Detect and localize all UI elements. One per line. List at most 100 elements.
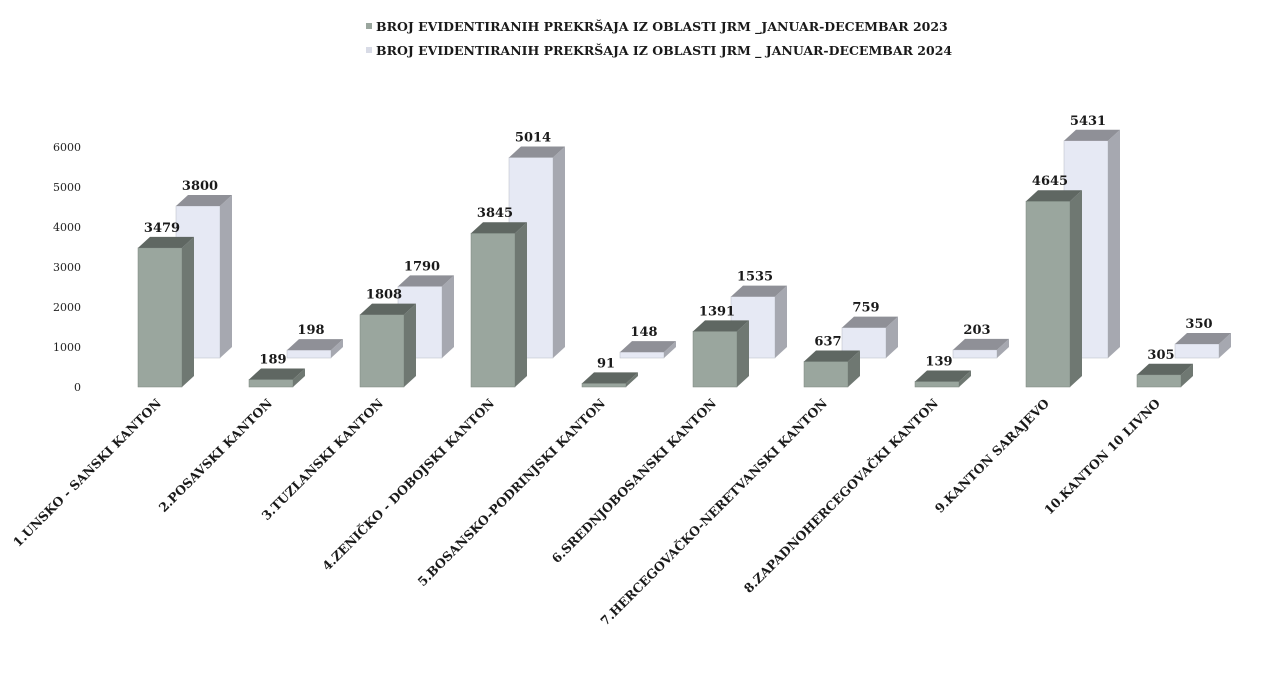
bar-2024-7-value-label: 759 (852, 301, 879, 316)
bar-2023-2 (248, 368, 305, 388)
y-tick-label: 0 (74, 381, 81, 394)
bar-2024-3-top (398, 275, 454, 287)
bar-2024-8-top (953, 338, 1009, 350)
bar-2023-9-top (1026, 190, 1082, 202)
y-tick-label: 2000 (53, 301, 81, 314)
bar-2024-4-value-label: 5014 (515, 130, 551, 145)
bar-2023-9-front (1025, 200, 1071, 388)
bar-2023-9-value-label: 4645 (1032, 174, 1068, 189)
bar-2023-9 (1025, 190, 1082, 388)
bar-2024-6-side (775, 285, 787, 358)
bar-2024-8-side (997, 338, 1009, 358)
bar-2023-5-value-label: 91 (597, 356, 615, 371)
bar-2023-1-side (182, 236, 194, 387)
bar-2024-8-value-label: 203 (963, 323, 990, 338)
bar-2023-4 (470, 222, 527, 388)
bar-2024-8-front (952, 349, 998, 359)
bar-2024-2-front (286, 349, 332, 359)
bar-2023-10-side (1181, 363, 1193, 387)
bar-2023-6-top (693, 320, 749, 332)
bar-2023-5-front (581, 383, 627, 388)
legend-label-2023: BROJ EVIDENTIRANIH PREKRŠAJA IZ OBLASTI … (376, 18, 948, 34)
y-tick-label: 4000 (53, 221, 81, 234)
bar-2023-8 (914, 370, 971, 388)
bar-2024-5-top (620, 341, 676, 353)
bar-2023-8-side (959, 370, 971, 387)
bar-2024-9-side (1108, 129, 1120, 358)
bar-2023-7-top (804, 350, 860, 362)
legend-item-2023: BROJ EVIDENTIRANIH PREKRŠAJA IZ OBLASTI … (366, 14, 952, 38)
bar-2023-8-front (914, 381, 960, 388)
bar-2023-10 (1136, 363, 1193, 388)
bar-2023-8-value-label: 139 (925, 354, 952, 369)
chart-legend: BROJ EVIDENTIRANIH PREKRŠAJA IZ OBLASTI … (366, 14, 952, 62)
bar-2024-10-value-label: 350 (1185, 317, 1212, 332)
legend-item-2024: BROJ EVIDENTIRANIH PREKRŠAJA IZ OBLASTI … (366, 38, 952, 62)
bar-2023-4-value-label: 3845 (477, 206, 513, 221)
bar-2023-5 (581, 372, 638, 388)
bar-2023-8-top (915, 370, 971, 382)
bar-2024-4-side (553, 146, 565, 358)
bar-2024-7-side (886, 316, 898, 358)
bar-2023-6-front (692, 331, 738, 388)
bar-2023-5-top (582, 372, 638, 384)
x-category-label: 8.ZAPADNOHERCEGOVAČKI KANTON (740, 395, 941, 596)
x-category-label: 1.UNSKO - SANSKI KANTON (10, 396, 164, 550)
bar-2023-1 (137, 236, 194, 388)
bar-2024-10-top (1175, 333, 1231, 344)
bar-2023-9-side (1070, 190, 1082, 387)
bar-series (137, 129, 1231, 388)
bar-2024-6-value-label: 1535 (737, 270, 773, 285)
bar-2023-2-side (293, 368, 305, 387)
y-axis: 0 1000 2000 3000 4000 5000 6000 (53, 141, 81, 394)
bar-2023-10-value-label: 305 (1147, 348, 1174, 363)
bar-2023-2-top (249, 368, 305, 380)
bar-2023-6-side (737, 320, 749, 387)
bar-2023-4-front (470, 232, 516, 388)
x-category-label: 9.KANTON SARAJEVO (932, 395, 1052, 515)
bar-2024-2-value-label: 198 (297, 323, 324, 338)
x-category-label: 10.KANTON 10 LIVNO (1041, 395, 1163, 517)
bar-2024-1-top (176, 195, 232, 206)
bar-2023-10-front (1136, 374, 1182, 388)
bar-2023-6-value-label: 1391 (699, 304, 735, 319)
bar-2024-7-top (842, 316, 898, 328)
bar-2024-4-top (509, 146, 565, 158)
legend-label-2024: BROJ EVIDENTIRANIH PREKRŠAJA IZ OBLASTI … (376, 42, 953, 58)
bar-2024-8 (952, 338, 1009, 359)
bar-2024-1-value-label: 3800 (182, 179, 218, 194)
y-tick-label: 3000 (53, 261, 81, 274)
legend-swatch-2024 (366, 47, 372, 53)
bar-2023-7-front (803, 361, 849, 388)
bar-2024-10 (1174, 333, 1231, 359)
bar-2023-4-top (471, 222, 527, 234)
bar-2023-7-value-label: 637 (814, 335, 841, 350)
bar-2024-10-front (1174, 343, 1220, 359)
x-category-label: 2.POSAVSKI KANTON (156, 396, 276, 516)
bar-2023-3-front (359, 314, 405, 388)
x-category-label: 3.TUZLANSKI KANTON (258, 396, 386, 524)
bar-2023-3-side (404, 303, 416, 387)
bar-2024-5 (619, 341, 676, 359)
bar-2024-9-top (1064, 129, 1120, 141)
bar-2023-1-front (137, 247, 183, 388)
bar-2024-6-top (731, 285, 787, 297)
y-tick-label: 1000 (53, 341, 81, 354)
bar-2023-6 (692, 320, 749, 388)
x-category-label: 7.HERCEGOVAČKO-NERETVANSKI KANTON (597, 395, 831, 629)
bar-2024-5-front (619, 351, 665, 359)
y-tick-label: 6000 (53, 141, 81, 154)
legend-swatch-2023 (366, 23, 372, 29)
bar-2023-3-value-label: 1808 (366, 288, 402, 303)
bar-2024-2-side (331, 339, 343, 358)
bar-2023-1-top (138, 236, 194, 248)
x-category-label: 4.ZENIČKO - DOBOJSKI KANTON (318, 395, 497, 574)
bar-2024-5-value-label: 148 (630, 325, 657, 340)
bar-2024-5-side (664, 341, 676, 358)
bar-2024-3-side (442, 275, 454, 358)
bar-2023-2-value-label: 189 (259, 352, 286, 367)
bar-2023-3 (359, 303, 416, 388)
bar-2024-10-side (1219, 333, 1231, 358)
